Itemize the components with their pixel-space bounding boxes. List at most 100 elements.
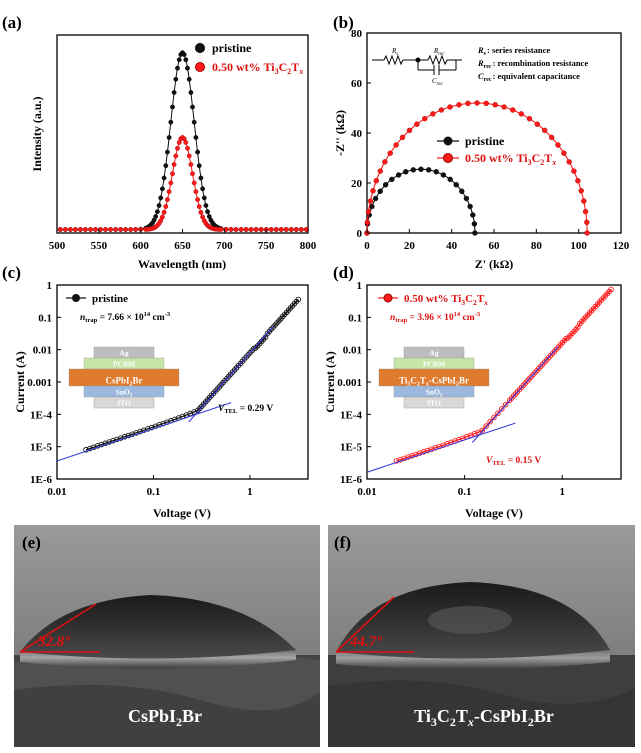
data-point-ti-b [510, 107, 516, 113]
legend-marker-ti-a [195, 62, 205, 72]
data-point-ti-a [258, 227, 264, 232]
data-point-pristine-a [191, 119, 197, 125]
data-point-ti-a [191, 180, 197, 186]
y-tick-label-c: 1E-6 [30, 474, 53, 486]
data-point-ti-b [430, 111, 436, 117]
x-tick-label-a: 700 [216, 240, 233, 252]
x-tick-label-b: 20 [404, 240, 416, 252]
data-point-ti-a [175, 145, 180, 151]
data-point-ti-b [584, 219, 590, 226]
data-point-pristine-a [186, 76, 192, 82]
y-tick-label-c: 1E-5 [30, 442, 53, 454]
data-point-ti-a [273, 227, 279, 232]
data-point-ti-b [399, 134, 406, 141]
device-layer-label-c: ITO [117, 398, 131, 407]
chart-d: 0.01 0.1 1 1E-6 1E-5 1E-4 0.001 0.01 0.1 1 Voltag… [323, 280, 622, 520]
legend-label-ti-b: 0.50 wt% Ti3C2Tx [465, 151, 556, 167]
data-point-pristine-b [453, 182, 459, 188]
data-point-ti-b [581, 198, 587, 204]
data-point-ti-a [193, 189, 199, 195]
x-tick-label-a: 800 [300, 240, 317, 252]
device-layer-label-d: ITO [427, 398, 441, 407]
data-point-ti-a [278, 227, 284, 232]
data-point-ti-a [195, 197, 201, 203]
legend-marker-c [72, 294, 80, 302]
data-point-ti-b [548, 134, 555, 141]
data-point-ti-b [373, 178, 379, 184]
angle-value-e: 32.8° [37, 634, 70, 650]
data-point-ti-a [133, 227, 139, 232]
data-point-pristine-a [195, 149, 201, 155]
x-axis-title-d: Voltage (V) [465, 506, 523, 520]
data-point-pristine-a [183, 57, 189, 63]
data-point-pristine-a [193, 135, 199, 140]
data-point-pristine-a [153, 214, 159, 219]
data-point-pristine-a [190, 104, 195, 110]
device-layer-label-d: Ti3C2Tx-CsPbI2Br [399, 375, 469, 387]
data-point-pristine-a [185, 65, 190, 71]
data-point-ti-a [108, 227, 113, 232]
panel-label-f-text: (f) [334, 533, 351, 552]
data-point-pristine-a [181, 52, 187, 57]
data-point-pristine-a [156, 203, 162, 208]
data-point-ti-a [218, 226, 224, 232]
data-point-ti-b [447, 104, 453, 110]
y-tick-label-d: 0.1 [348, 312, 362, 324]
legend-marker-ti-b [443, 153, 453, 163]
panel-label-c: (c) [2, 263, 21, 282]
data-point-pristine-a [188, 90, 194, 95]
data-point-ti-a [163, 204, 169, 209]
data-point-d [608, 286, 614, 293]
x-tick-label-b: 120 [613, 240, 630, 252]
vtel-label-c: VTEL = 0.29 V [218, 404, 273, 415]
data-point-ti-b [414, 121, 420, 127]
data-point-ti-a [63, 227, 68, 232]
data-point-pristine-b [403, 169, 409, 175]
y-tick-label-c: 1 [47, 280, 53, 292]
x-tick-label-b: 100 [570, 240, 587, 252]
data-point-ti-b [566, 159, 572, 165]
caption-e: CsPbI2Br [128, 706, 202, 729]
legend-label-d: 0.50 wt% Ti3C2Tx [404, 293, 488, 307]
data-point-ti-b [365, 208, 372, 215]
data-point-ti-b [575, 178, 581, 184]
data-point-ti-b [561, 150, 567, 156]
circuit-legend: Rs: series resistance Rrec: recombinatio… [477, 45, 588, 83]
x-tick-label-b: 60 [489, 240, 501, 252]
data-point-pristine-a [163, 163, 169, 169]
data-point-ti-b [422, 115, 428, 122]
data-point-pristine-b [372, 195, 379, 202]
y-axis-title-c: Current (A) [13, 351, 27, 412]
data-point-pristine-a [161, 175, 167, 181]
data-point-ti-a [159, 214, 165, 220]
data-point-ti-a [98, 227, 103, 232]
data-point-ti-b [367, 198, 374, 204]
data-point-ti-a [196, 204, 202, 209]
data-point-ti-a [170, 171, 175, 177]
data-point-ti-a [186, 153, 192, 159]
y-tick-label-d: 0.01 [343, 345, 362, 357]
data-point-ti-a [123, 227, 129, 232]
data-point-ti-b [526, 115, 533, 122]
data-point-pristine-a [198, 175, 204, 181]
device-layer-label-c: Ag [119, 348, 128, 357]
data-point-pristine-b [418, 166, 424, 173]
data-point-ti-b [387, 150, 393, 156]
data-point-ti-a [166, 189, 172, 195]
svg-text:Rrec: recombination resistance: Rrec: recombination resistance [477, 58, 588, 70]
data-point-ti-b [382, 159, 388, 165]
data-point-ti-a [171, 162, 177, 167]
data-point-ti-b [483, 100, 489, 107]
panel-label-b: (b) [333, 13, 354, 32]
data-point-pristine-b [426, 167, 432, 173]
angle-tangent-f [335, 596, 395, 653]
x-axis-title-a: Wavelength (nm) [138, 257, 226, 271]
data-point-ti-b [370, 188, 376, 194]
chart-b: 0 20 40 60 80 100 120 0 20 40 60 80 Z' (kΩ) -Z'' (k… [333, 28, 630, 271]
legend-b: pristine 0.50 wt% Ti3C2Tx [437, 134, 556, 167]
y-tick-label-b: 40 [351, 128, 363, 140]
arc-pristine-b [366, 168, 476, 233]
x-axis-title-b: Z' (kΩ) [475, 257, 514, 271]
data-point-d [483, 423, 489, 429]
data-point-pristine-a [176, 57, 182, 63]
